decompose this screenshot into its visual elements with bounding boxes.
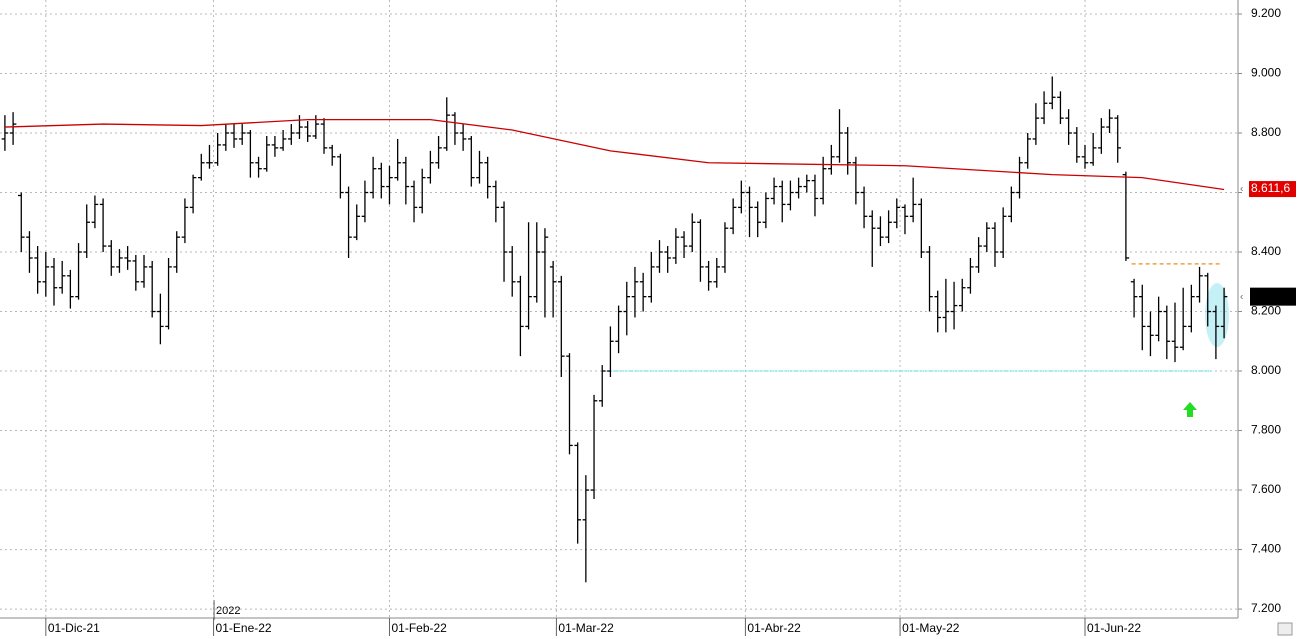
x-tick-label: 01-Feb-22 [391, 621, 447, 635]
y-tick-label: 7.400 [1251, 542, 1281, 556]
ma-price-label: 8.611,6 [1251, 181, 1290, 195]
x-tick-label: 01-Abr-22 [747, 621, 801, 635]
x-tick-label: 01-Jun-22 [1087, 621, 1141, 635]
y-tick-label: 7.800 [1251, 423, 1281, 437]
up-arrow [1183, 402, 1197, 417]
ma-price-arrow: ‹ [1240, 184, 1243, 195]
last-price-box [1250, 287, 1296, 306]
x-tick-label: 01-May-22 [902, 621, 960, 635]
y-tick-label: 9.200 [1251, 6, 1281, 20]
highlight-ellipse [1205, 283, 1229, 347]
ma-price-box [1249, 181, 1296, 198]
year-label: 2022 [216, 605, 240, 617]
y-tick-label: 8.800 [1251, 125, 1281, 139]
x-tick-label: 01-Dic-21 [48, 621, 100, 635]
y-tick-label: 7.600 [1251, 482, 1281, 496]
axis-panel [1238, 0, 1300, 639]
corner-icon [1277, 622, 1293, 636]
x-tick-label: 01-Ene-22 [216, 621, 272, 635]
y-tick-label: 8.000 [1251, 363, 1281, 377]
moving-average [4, 118, 1225, 191]
last-price-arrow: ‹ [1240, 291, 1243, 302]
y-tick-label: 8.400 [1251, 244, 1281, 258]
y-tick-label: 9.000 [1251, 66, 1281, 80]
x-tick-label: 01-Mar-22 [558, 621, 614, 635]
y-tick-label: 7.200 [1251, 601, 1281, 615]
y-tick-label: 8.200 [1251, 304, 1281, 318]
